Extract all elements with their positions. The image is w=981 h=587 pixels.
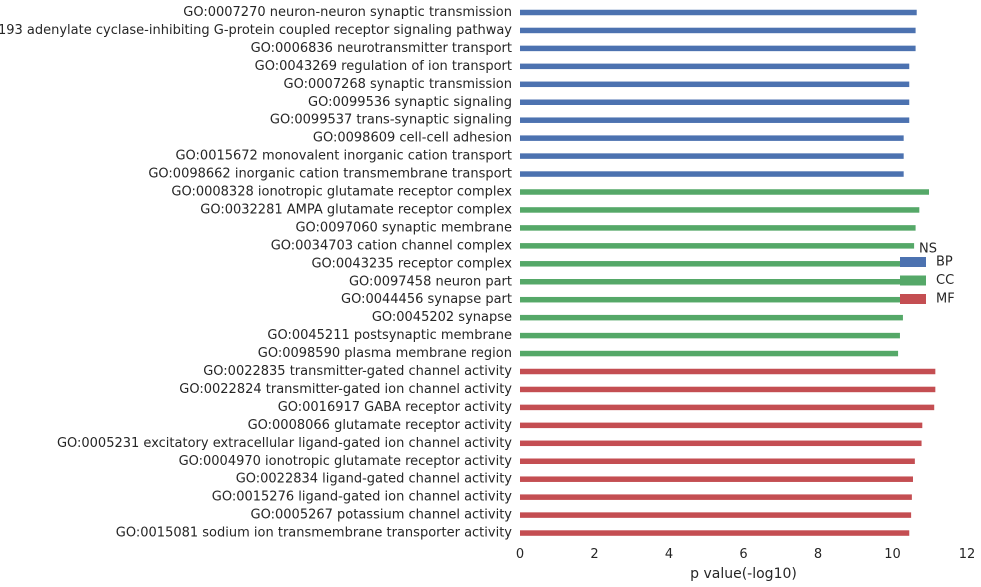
bar xyxy=(520,135,904,141)
x-tick-label: 2 xyxy=(590,547,598,562)
category-label: GO:0016917 GABA receptor activity xyxy=(278,400,513,415)
category-label: GO:0032281 AMPA glutamate receptor compl… xyxy=(200,202,512,217)
bar xyxy=(520,225,916,231)
x-tick-label: 4 xyxy=(665,547,673,562)
category-label: GO:0098662 inorganic cation transmembran… xyxy=(148,167,512,182)
bars-layer xyxy=(520,9,936,536)
category-label: GO:0007268 synaptic transmission xyxy=(284,77,512,92)
category-label: GO:0004970 ionotropic glutamate receptor… xyxy=(179,454,513,469)
category-label: GO:0044456 synapse part xyxy=(341,292,512,307)
category-label: GO:0022834 ligand-gated channel activity xyxy=(236,472,513,487)
legend-label: BP xyxy=(936,255,953,270)
legend-swatch xyxy=(900,275,926,286)
bar xyxy=(520,279,906,285)
category-label: GO:0099536 synaptic signaling xyxy=(308,95,512,110)
legend-swatch xyxy=(900,257,926,267)
legend-title: NS xyxy=(919,242,937,257)
category-label: GO:0045211 postsynaptic membrane xyxy=(267,328,512,343)
x-tick-label: 10 xyxy=(884,547,901,562)
category-label: GO:0015081 sodium ion transmembrane tran… xyxy=(116,526,512,541)
x-tick-label: 0 xyxy=(516,547,524,562)
legend-label: CC xyxy=(936,273,954,288)
bar xyxy=(520,171,904,177)
bar xyxy=(520,332,900,339)
bar xyxy=(520,494,912,500)
bar xyxy=(520,512,912,518)
category-label: GO:0097060 synaptic membrane xyxy=(295,220,512,235)
bar xyxy=(520,386,936,393)
category-label: GO:0015672 monovalent inorganic cation t… xyxy=(175,149,512,164)
x-axis-title: p value(-log10) xyxy=(690,566,797,582)
bar xyxy=(520,189,930,195)
category-label: GO:0007193 adenylate cyclase-inhibiting … xyxy=(0,23,512,38)
bar xyxy=(520,153,904,159)
category-label: GO:0034703 cation channel complex xyxy=(271,238,513,253)
bar xyxy=(520,296,904,303)
category-label: GO:0006836 neurotransmitter transport xyxy=(251,41,512,56)
bar xyxy=(520,458,915,464)
legend: NS BP CC MF xyxy=(900,242,955,307)
category-label: GO:0015276 ligand-gated ion channel acti… xyxy=(212,490,513,505)
bar xyxy=(520,207,920,213)
bar xyxy=(520,530,910,536)
category-label: GO:0008066 glutamate receptor activity xyxy=(248,418,513,433)
x-tick-label: 8 xyxy=(814,547,822,562)
bar xyxy=(520,368,936,375)
category-labels: GO:0007270 neuron-neuron synaptic transm… xyxy=(0,5,512,541)
category-label: GO:0098609 cell-cell adhesion xyxy=(313,131,512,146)
bar xyxy=(520,350,899,357)
category-label: GO:0008328 ionotropic glutamate receptor… xyxy=(171,185,512,200)
bar xyxy=(520,99,910,105)
bar xyxy=(520,63,910,70)
category-label: GO:0022824 transmitter-gated ion channel… xyxy=(179,382,512,397)
bar xyxy=(520,440,922,447)
category-label: GO:0097458 neuron part xyxy=(349,274,512,289)
x-tick-label: 12 xyxy=(959,547,976,562)
bar xyxy=(520,9,917,16)
bar xyxy=(520,243,915,249)
bar xyxy=(520,261,910,267)
bar xyxy=(520,404,935,411)
category-label: GO:0005267 potassium channel activity xyxy=(251,508,513,523)
bar xyxy=(520,117,910,123)
bar xyxy=(520,27,916,34)
category-label: GO:0043235 receptor complex xyxy=(311,256,512,271)
bar xyxy=(520,476,913,482)
legend-label: MF xyxy=(936,292,955,307)
category-label: GO:0005231 excitatory extracellular liga… xyxy=(57,436,512,451)
bar xyxy=(520,422,923,429)
bar xyxy=(520,81,910,88)
x-tick-label: 6 xyxy=(739,547,747,562)
bar xyxy=(520,314,903,321)
bar xyxy=(520,45,916,52)
category-label: GO:0022835 transmitter-gated channel act… xyxy=(203,364,512,379)
category-label: GO:0043269 regulation of ion transport xyxy=(255,59,512,74)
category-label: GO:0045202 synapse xyxy=(372,310,512,325)
category-label: GO:0007270 neuron-neuron synaptic transm… xyxy=(183,5,512,20)
category-label: GO:0098590 plasma membrane region xyxy=(258,346,512,361)
category-label: GO:0099537 trans-synaptic signaling xyxy=(270,113,512,128)
x-axis: 0 2 4 6 8 10 12 xyxy=(516,547,975,562)
legend-swatch xyxy=(900,294,926,304)
